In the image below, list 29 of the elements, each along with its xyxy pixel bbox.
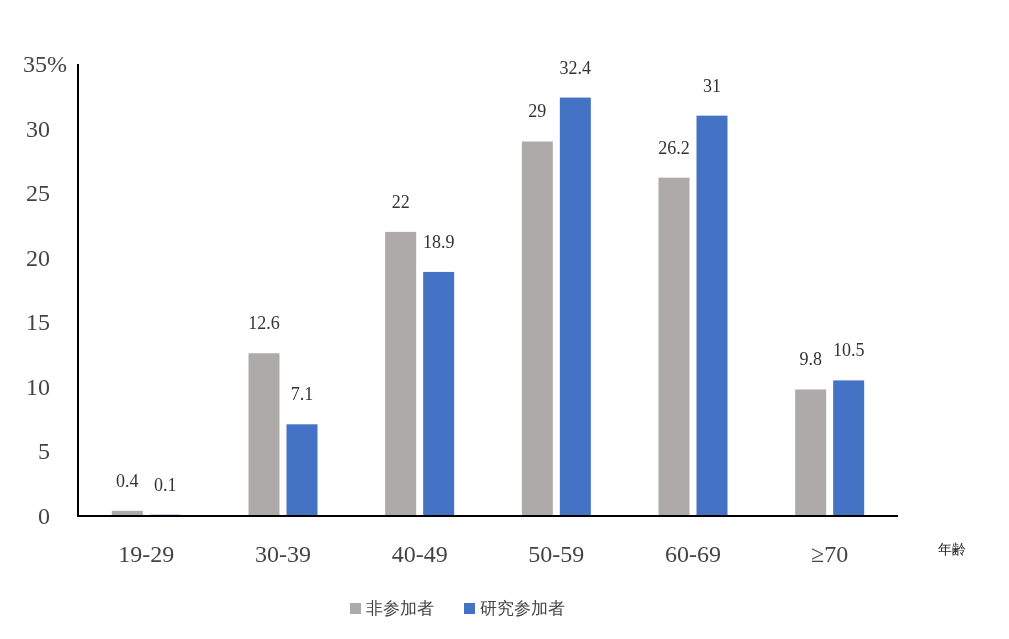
x-tick-label: 40-49 <box>391 541 448 567</box>
data-label: 29 <box>528 101 547 122</box>
legend-label: 研究参加者 <box>480 598 565 618</box>
data-label: 22 <box>391 191 410 212</box>
y-tick-label: 0 <box>38 503 50 529</box>
data-label: 31 <box>703 75 721 96</box>
legend-label: 非参加者 <box>366 598 434 618</box>
data-label: 0.4 <box>116 470 139 491</box>
y-tick-label: 20 <box>26 244 50 271</box>
data-label: 18.9 <box>422 231 455 252</box>
data-label: 0.1 <box>154 474 177 495</box>
data-label: 7.1 <box>290 384 314 405</box>
x-axis-title: 年齢 <box>938 541 966 557</box>
data-label: 12.6 <box>248 313 280 334</box>
data-label: 10.5 <box>832 340 865 361</box>
y-tick-label: 30 <box>26 115 50 142</box>
y-tick-label: 5 <box>38 438 50 465</box>
data-label: 32.4 <box>559 57 592 78</box>
x-tick-label: ≥70 <box>811 541 849 567</box>
y-tick-label: 15 <box>26 309 50 336</box>
x-tick-label: 60-69 <box>665 541 721 567</box>
x-tick-label: 19-29 <box>118 541 175 567</box>
x-tick-label: 50-59 <box>528 541 585 567</box>
data-label: 9.8 <box>799 349 822 370</box>
y-tick-label: 10 <box>26 373 50 400</box>
data-label: 26.2 <box>658 137 690 158</box>
y-tick-label: 25 <box>26 180 50 207</box>
y-tick-label: 35% <box>23 51 67 77</box>
x-tick-label: 30-39 <box>255 541 311 567</box>
